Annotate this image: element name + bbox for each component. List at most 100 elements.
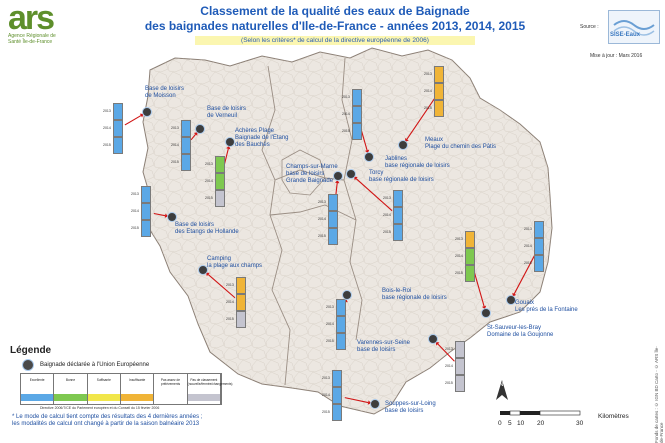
site-quality-stack [236,277,246,328]
quality-segment-non_classe [455,341,465,358]
site-arrow [437,343,455,362]
quality-segment-excellent [393,207,403,224]
year-label: 2014 [171,143,179,147]
baignade-marker-icon[interactable] [506,295,516,305]
legend-class-label: Excellente [29,378,45,382]
scale-unit-label: Kilomètres [598,413,629,420]
year-label: 2015 [326,339,334,343]
site-quality-stack [455,341,465,392]
quality-segment-excellent [352,89,362,106]
site-label: Jablines base régionale de loisirs [385,156,450,170]
year-label: 2015 [424,106,432,110]
year-label: 2013 [226,283,234,287]
year-label: 2013 [342,95,350,99]
baignade-marker-icon[interactable] [481,308,491,318]
legend-class-swatch [54,394,87,401]
baignade-marker-icon[interactable] [225,137,235,147]
year-label: 2015 [318,234,326,238]
baignade-marker-icon[interactable] [398,140,408,150]
quality-segment-insuffisante [236,294,246,311]
svg-text:N: N [499,382,503,388]
legend-footnote: * Le mode de calcul tient compte des rés… [12,414,312,428]
quality-segment-bonne [215,173,225,190]
quality-segment-excellent [328,194,338,211]
legend-item-label: Baignade déclarée à l'Union Européenne [40,362,150,368]
baignade-marker-icon[interactable] [370,399,380,409]
baignade-marker-icon[interactable] [342,290,352,300]
quality-segment-non_classe [455,375,465,392]
baignade-marker-icon[interactable] [167,212,177,222]
site-quality-stack [434,66,444,117]
arrow-head-icon [335,179,340,184]
baignade-marker-icon [22,359,34,371]
site-arrow [406,98,435,140]
site-label-line: des Etangs de Hollande [175,229,239,235]
quality-segment-excellent [181,120,191,137]
year-label: 2013 [318,200,326,204]
site-label-line: Base de loisirs [175,222,215,228]
site-label: Base de loisirs de Moisson [145,86,184,100]
year-label: 2014 [103,126,111,130]
scale-tick: 20 [537,420,545,427]
quality-segment-non_classe [455,358,465,375]
year-label: 2014 [424,89,432,93]
legend-class-suffisante: Suffisante [87,374,121,404]
site-label: Varennes-sur-Seine base de loisirs [357,340,410,354]
site-quality-stack [332,370,342,421]
year-label: 2014 [226,300,234,304]
year-label: 2013 [455,237,463,241]
baignade-marker-icon[interactable] [198,265,208,275]
site-label-line: Champs-sur-Marne [286,164,338,170]
site-label-line: la plage aux champs [207,263,263,269]
quality-segment-insuffisante [434,100,444,117]
site-arrow [190,134,196,141]
baignade-marker-icon[interactable] [333,171,343,181]
site-label-line: Gouaix [515,300,535,306]
site-quality-stack [534,221,544,272]
site-label-line: Jablines [385,156,408,162]
site-label: Bois-le-Roi base régionale de loisirs [382,288,447,302]
ars-logo-subtitle: Agence Régionale de Santé Île-de-France [8,33,56,45]
year-label: 2015 [131,226,139,230]
legend-class-label: Bonne [65,378,76,382]
year-label: 2015 [103,143,111,147]
baignade-marker-icon[interactable] [195,124,205,134]
scale-tick: 0 [498,420,502,427]
wave-icon [613,20,655,36]
year-label: 2013 [103,109,111,113]
quality-segment-excellent [393,190,403,207]
site-label-line: base régionale de loisirs [385,163,450,169]
quality-segment-excellent [352,106,362,123]
site-quality-stack [181,120,191,171]
year-label: 2015 [383,230,391,234]
legend-class-swatch [87,394,120,401]
legend-class-excellent: Excellente [21,374,55,404]
site-quality-stack [465,231,475,282]
site-label-line: base régionale de loisirs [369,177,434,183]
quality-segment-excellent [336,333,346,350]
site-arrow [124,115,142,126]
site-label: Champs-sur-Marne base de loisirs Grande Ba… [286,164,338,185]
legend-class-label: Pas de classement (nouvelle/fermée/chang… [187,378,233,386]
quality-segment-excellent [332,387,342,404]
site-arrow [355,178,393,212]
baignade-marker-icon[interactable] [346,169,356,179]
baignade-marker-icon[interactable] [142,107,152,117]
site-label: St-Sauveur-les-Bray Domaine de la Goujonn… [487,325,553,339]
arrow-head-icon [206,272,210,277]
year-label: 2014 [524,244,532,248]
baignade-marker-icon[interactable] [364,152,374,162]
site-label-line: de Moisson [145,93,176,99]
baignade-marker-icon[interactable] [428,334,438,344]
quality-segment-excellent [332,370,342,387]
legend-class-label: Suffisante [96,378,111,382]
year-label: 2014 [445,364,453,368]
sise-eaux-label: SISE-Eaux [610,32,641,38]
site-quality-stack [352,89,362,140]
site-label-line: Bois-le-Roi [382,288,412,294]
legend-title: Légende [10,345,52,356]
quality-segment-excellent [113,103,123,120]
quality-segment-insuffisante [236,277,246,294]
site-label-line: Achères Plage [235,128,275,134]
